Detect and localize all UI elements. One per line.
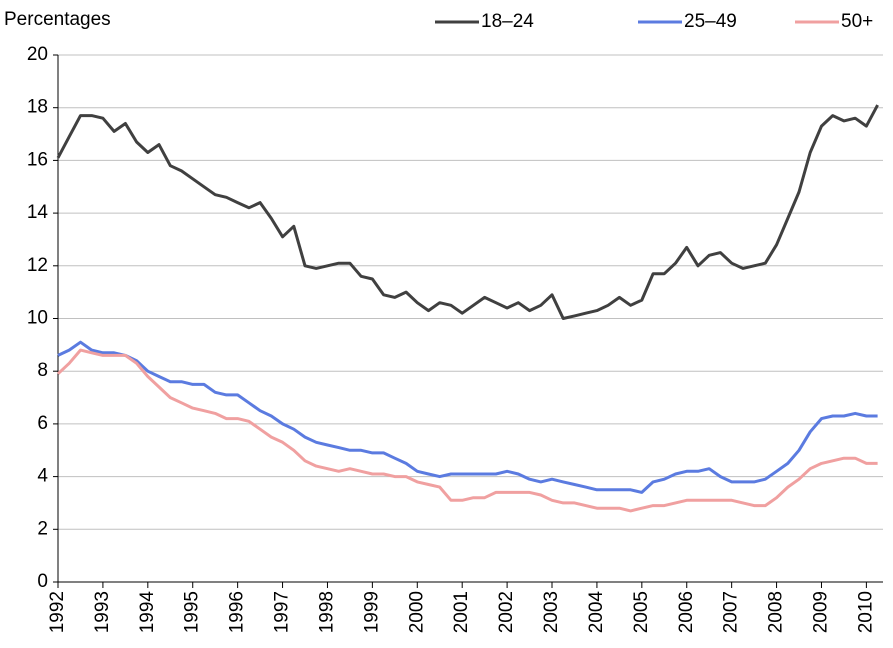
x-tick-label: 1998 (316, 591, 337, 633)
series-line (56, 348, 878, 513)
legend-label: 18–24 (481, 11, 534, 32)
x-tick-label: 2009 (810, 591, 831, 633)
x-tick-label: 1997 (272, 591, 293, 633)
y-axis-label: Percentages (4, 9, 111, 30)
legend-label: 50+ (841, 11, 873, 32)
x-tick-label: 2006 (676, 591, 697, 633)
x-tick-label: 2005 (631, 591, 652, 633)
y-tick-label: 12 (27, 255, 48, 276)
series-line (57, 340, 878, 494)
x-tick-label: 1992 (47, 591, 68, 633)
y-tick-label: 8 (37, 360, 48, 381)
x-tick-label: 2003 (541, 591, 562, 633)
x-tick-label: 1993 (92, 591, 113, 633)
legend-label: 25–49 (684, 11, 737, 32)
y-tick-label: 20 (27, 44, 48, 65)
y-tick-label: 4 (37, 466, 48, 487)
x-tick-label: 2008 (766, 591, 787, 633)
y-tick-label: 2 (37, 518, 48, 539)
x-tick-label: 2010 (855, 591, 876, 633)
series-line (56, 104, 879, 320)
x-tick-label: 2000 (406, 591, 427, 633)
x-tick-label: 2001 (451, 591, 472, 633)
x-tick-label: 2007 (721, 591, 742, 633)
x-tick-label: 1996 (227, 591, 248, 633)
y-tick-label: 14 (27, 202, 49, 223)
y-tick-label: 0 (37, 571, 48, 592)
x-tick-label: 2004 (586, 591, 607, 634)
x-tick-label: 1995 (182, 591, 203, 633)
y-tick-label: 6 (37, 413, 48, 434)
x-tick-label: 1994 (137, 591, 158, 634)
x-tick-label: 2002 (496, 591, 517, 633)
y-tick-label: 16 (27, 149, 48, 170)
x-tick-label: 1999 (361, 591, 382, 633)
y-tick-label: 10 (27, 308, 48, 329)
y-tick-label: 18 (27, 97, 48, 118)
